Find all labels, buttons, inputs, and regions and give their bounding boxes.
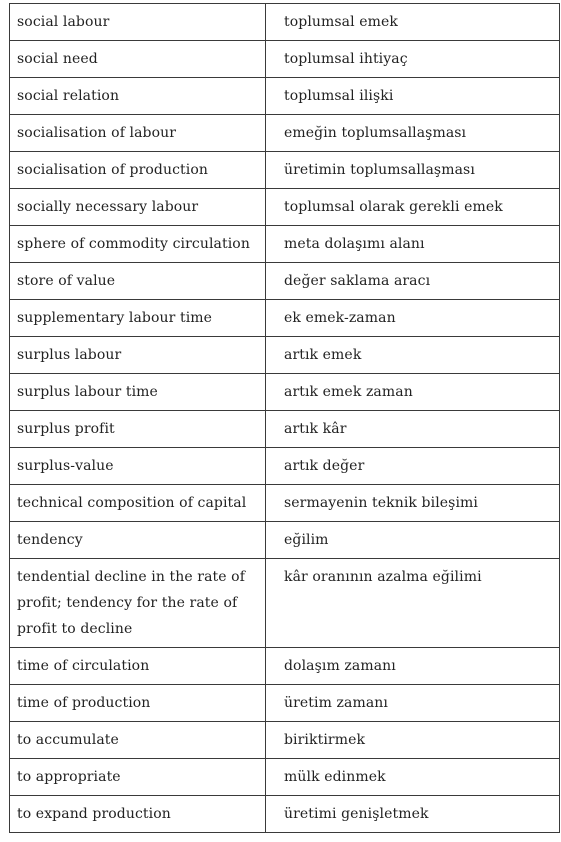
- table-row: sphere of commodity circulation meta dol…: [9, 225, 560, 263]
- english-term: to expand production: [9, 795, 266, 833]
- turkish-term: artık kâr: [265, 410, 560, 448]
- english-term: surplus labour: [9, 336, 266, 374]
- turkish-term: üretimi genişletmek: [265, 795, 560, 833]
- english-term: tendency: [9, 521, 266, 559]
- table-row: to appropriate mülk edinmek: [9, 758, 560, 796]
- table-row: to accumulate biriktirmek: [9, 721, 560, 759]
- english-term: time of production: [9, 684, 266, 722]
- turkish-term: toplumsal ilişki: [265, 77, 560, 115]
- english-term: socialisation of production: [9, 151, 266, 189]
- turkish-term: üretim zamanı: [265, 684, 560, 722]
- turkish-term: meta dolaşımı alanı: [265, 225, 560, 263]
- turkish-term: kâr oranının azalma eğilimi: [265, 558, 560, 648]
- turkish-term: eğilim: [265, 521, 560, 559]
- table-row: surplus profit artık kâr: [9, 410, 560, 448]
- english-term: sphere of commodity circulation: [9, 225, 266, 263]
- english-term: social labour: [9, 3, 266, 41]
- table-row: social labour toplumsal emek: [9, 3, 560, 41]
- english-term: social relation: [9, 77, 266, 115]
- english-term: store of value: [9, 262, 266, 300]
- english-term: supplementary labour time: [9, 299, 266, 337]
- english-term: surplus labour time: [9, 373, 266, 411]
- turkish-term: ek emek-zaman: [265, 299, 560, 337]
- table-row: surplus labour time artık emek zaman: [9, 373, 560, 411]
- table-row: to expand production üretimi genişletmek: [9, 795, 560, 833]
- english-term: time of circulation: [9, 647, 266, 685]
- table-row: surplus-value artık değer: [9, 447, 560, 485]
- english-term: to appropriate: [9, 758, 266, 796]
- turkish-term: mülk edinmek: [265, 758, 560, 796]
- table-row: socially necessary labour toplumsal olar…: [9, 188, 560, 226]
- turkish-term: biriktirmek: [265, 721, 560, 759]
- table-row: social relation toplumsal ilişki: [9, 77, 560, 115]
- table-row: time of production üretim zamanı: [9, 684, 560, 722]
- english-term: tendential decline in the rate of profit…: [9, 558, 266, 648]
- english-term: technical composition of capital: [9, 484, 266, 522]
- table-row: surplus labour artık emek: [9, 336, 560, 374]
- table-row: store of value değer saklama aracı: [9, 262, 560, 300]
- turkish-term: toplumsal olarak gerekli emek: [265, 188, 560, 226]
- english-term: surplus-value: [9, 447, 266, 485]
- turkish-term: dolaşım zamanı: [265, 647, 560, 685]
- turkish-term: değer saklama aracı: [265, 262, 560, 300]
- english-term: socially necessary labour: [9, 188, 266, 226]
- table-row: technical composition of capital sermaye…: [9, 484, 560, 522]
- table-row: social need toplumsal ihtiyaç: [9, 40, 560, 78]
- turkish-term: sermayenin teknik bileşimi: [265, 484, 560, 522]
- turkish-term: üretimin toplumsallaşması: [265, 151, 560, 189]
- turkish-term: toplumsal ihtiyaç: [265, 40, 560, 78]
- table-row: socialisation of labour emeğin toplumsal…: [9, 114, 560, 152]
- turkish-term: toplumsal emek: [265, 3, 560, 41]
- english-term: social need: [9, 40, 266, 78]
- table-row: supplementary labour time ek emek-zaman: [9, 299, 560, 337]
- english-term: surplus profit: [9, 410, 266, 448]
- turkish-term: emeğin toplumsallaşması: [265, 114, 560, 152]
- table-row: time of circulation dolaşım zamanı: [9, 647, 560, 685]
- turkish-term: artık emek zaman: [265, 373, 560, 411]
- english-term: socialisation of labour: [9, 114, 266, 152]
- turkish-term: artık değer: [265, 447, 560, 485]
- table-row: tendential decline in the rate of profit…: [9, 558, 560, 648]
- table-row: socialisation of production üretimin top…: [9, 151, 560, 189]
- table-row: tendency eğilim: [9, 521, 560, 559]
- english-term: to accumulate: [9, 721, 266, 759]
- glossary-table-body: social labour toplumsal emek social need…: [9, 3, 560, 833]
- turkish-term: artık emek: [265, 336, 560, 374]
- glossary-table: social labour toplumsal emek social need…: [9, 3, 560, 833]
